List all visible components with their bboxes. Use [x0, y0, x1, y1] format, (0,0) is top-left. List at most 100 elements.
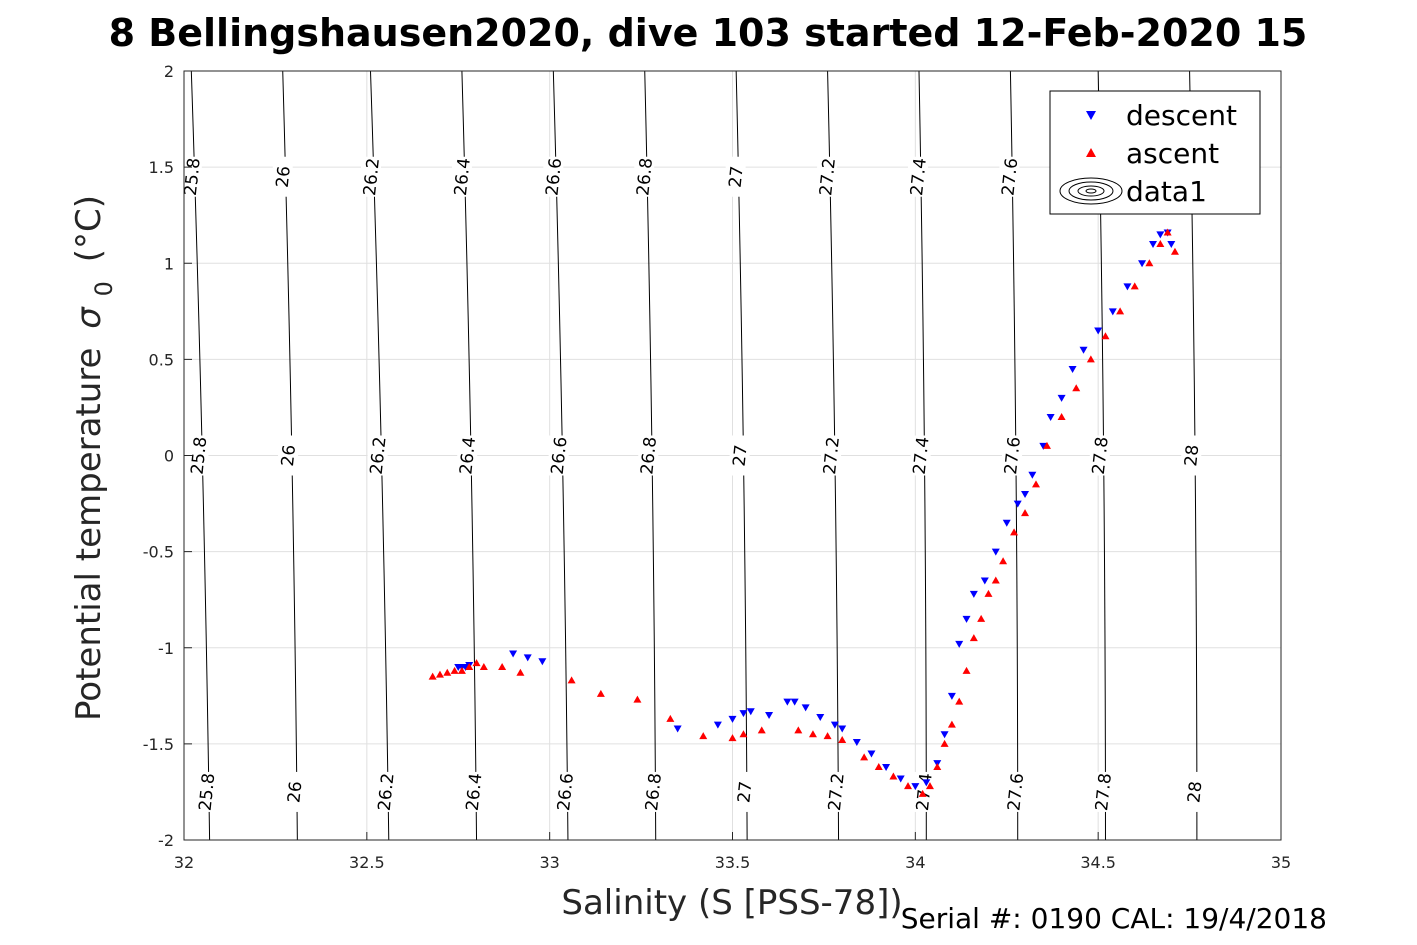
data-series: [428, 228, 1179, 797]
contour-label-bg: [1181, 435, 1202, 476]
contour-label: 27.2: [816, 157, 840, 197]
y-tick-label: 1: [164, 254, 174, 273]
ascent-point: [728, 734, 737, 742]
descent-point: [1013, 500, 1022, 508]
descent-point: [1002, 519, 1011, 527]
contour-label-bg: [999, 156, 1020, 197]
descent-point: [1094, 327, 1103, 335]
descent-point: [940, 731, 949, 739]
x-tick-label: 32.5: [349, 853, 385, 872]
legend-contour-icon: [1059, 177, 1123, 205]
ascent-point: [457, 666, 466, 674]
contour-label: 26.4: [456, 436, 480, 476]
ascent-point: [933, 762, 942, 770]
ascent-point: [1032, 480, 1041, 488]
ascent-point: [955, 697, 964, 705]
contour-label: 26: [284, 780, 306, 804]
contour-label: 26.8: [642, 772, 666, 812]
contour-label-bg: [1184, 771, 1205, 812]
ascent-point: [567, 676, 576, 684]
descent-point: [922, 779, 931, 787]
descent-point: [713, 721, 722, 729]
ascent-point: [1101, 332, 1110, 340]
descent-point: [962, 615, 971, 623]
ascent-point: [823, 732, 832, 740]
contour-label: 27.2: [825, 772, 849, 812]
x-tick-label: 35: [1271, 853, 1291, 872]
ascent-point: [1086, 355, 1095, 363]
ascent-point: [904, 782, 913, 790]
series-ascent: [428, 228, 1179, 797]
ascent-point: [472, 659, 481, 667]
ascent-point: [699, 732, 708, 740]
ascent-point: [860, 753, 869, 761]
contour-label: 27: [734, 780, 756, 804]
y-axis-title-text: Potential temperature: [69, 348, 109, 721]
ascent-point: [984, 589, 993, 597]
contour-label: 27.2: [820, 436, 844, 476]
contour-label: 26.2: [367, 436, 391, 476]
contour-label-bg: [278, 435, 299, 476]
ascent-point: [1072, 384, 1081, 392]
ascent-point: [889, 772, 898, 780]
contour-label: 25.8: [196, 772, 220, 812]
contour-label: 26.8: [637, 436, 661, 476]
contour-label: 28: [1184, 780, 1206, 804]
ascent-point: [596, 689, 605, 697]
contour-label-bg: [451, 156, 472, 197]
ascent-point: [947, 720, 956, 728]
ascent-point: [874, 762, 883, 770]
y-tick-label: 2: [164, 62, 174, 81]
y-axis-title-subscript: 0: [90, 281, 118, 296]
descent-point: [896, 775, 905, 783]
descent-point: [523, 654, 532, 662]
ascent-point: [999, 557, 1008, 565]
contour-label-bg: [463, 771, 484, 812]
contour-label: 26.2: [375, 772, 399, 812]
y-tick-label: -1: [158, 639, 174, 658]
ascent-point: [1021, 509, 1030, 517]
contour-label-bg: [910, 435, 931, 476]
ascent-point: [969, 634, 978, 642]
contour-label: 27.8: [1089, 436, 1113, 476]
x-tick-label: 33: [539, 853, 559, 872]
descent-point: [538, 658, 547, 666]
ascent-point: [991, 576, 1000, 584]
legend-data1-label: data1: [1126, 175, 1207, 208]
contour-label: 26: [273, 165, 295, 189]
series-descent: [454, 229, 1176, 791]
descent-point: [765, 712, 774, 720]
ascent-point: [1116, 307, 1125, 315]
ascent-point: [739, 730, 748, 738]
ascent-point: [443, 668, 452, 676]
ascent-point: [1057, 413, 1066, 421]
descent-point: [1039, 442, 1048, 450]
descent-point: [1079, 346, 1088, 354]
ascent-point: [1042, 441, 1051, 449]
y-axis-title: Potential temperature σ 0 (°C): [69, 195, 121, 721]
x-tick-label: 33.5: [715, 853, 751, 872]
contour-label-bg: [913, 771, 934, 812]
descent-point: [728, 715, 737, 723]
ascent-point: [516, 668, 525, 676]
contour-label-bg: [361, 156, 382, 197]
contour-label: 27: [726, 165, 748, 189]
contour-label: 26.8: [633, 157, 657, 197]
ascent-point: [1145, 259, 1154, 267]
descent-point: [955, 640, 964, 648]
y-axis-title-unit: (°C): [69, 195, 109, 262]
contour-label: 26: [278, 444, 300, 468]
descent-point: [911, 783, 920, 791]
y-axis-title-symbol: σ: [69, 306, 109, 329]
descent-point: [1149, 241, 1158, 249]
ascent-point: [962, 666, 971, 674]
ascent-point: [1130, 282, 1139, 290]
ascent-point: [808, 730, 817, 738]
legend: descent ascent data1: [1049, 90, 1261, 215]
contour-label: 27.6: [1001, 436, 1025, 476]
descent-point: [1021, 490, 1030, 498]
ascent-point: [479, 662, 488, 670]
descent-point: [867, 750, 876, 758]
contour-label-bg: [367, 435, 388, 476]
